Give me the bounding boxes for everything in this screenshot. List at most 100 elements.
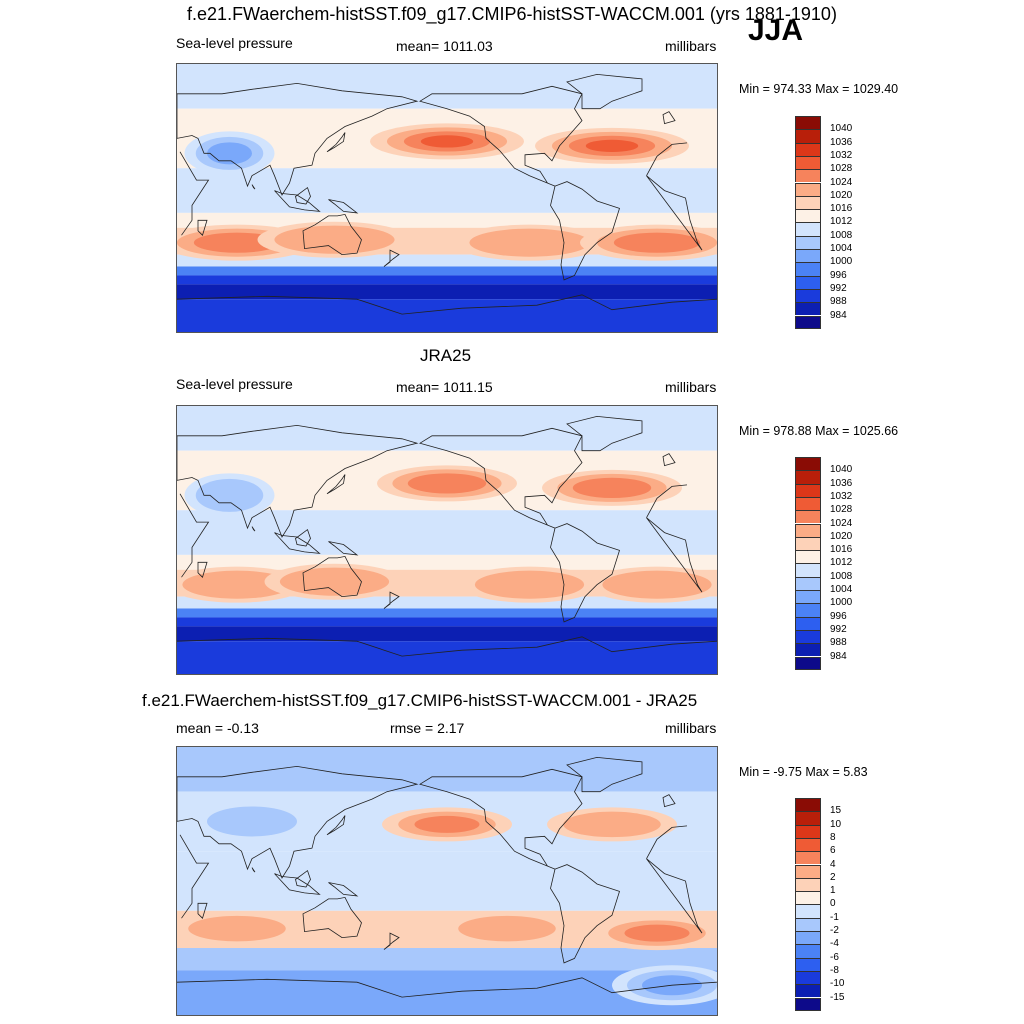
zonal-band	[177, 596, 717, 609]
panel3-units-label: millibars	[665, 720, 717, 736]
coastline-australia	[302, 213, 362, 256]
colorbar-tick-label: 1008	[830, 570, 853, 582]
colorbar-box	[795, 510, 821, 524]
colorbar-box	[795, 629, 821, 644]
coastline-newguinea	[328, 541, 359, 556]
colorbar-box	[795, 837, 821, 852]
colorbar-box	[795, 891, 821, 905]
panel2-colorbar: 1040 1036 1032 1028 1024 1020 1016 1012 1008 1004…	[795, 457, 852, 670]
coastline-africa	[179, 825, 703, 934]
panel2-map	[176, 405, 718, 675]
panel2-title: JRA25	[420, 346, 472, 365]
coastline-namerica	[419, 768, 583, 870]
colorbar-tick-label: 992	[830, 282, 847, 294]
pressure-low	[207, 142, 252, 165]
panel2-units-label: millibars	[665, 379, 717, 395]
coastline-india_sri	[251, 526, 256, 532]
panel1-minmax: Min = 974.33 Max = 1029.40	[739, 82, 899, 96]
coastline-madagascar	[197, 219, 208, 236]
zonal-band	[177, 168, 717, 213]
colorbar-box	[795, 970, 821, 985]
pressure-high	[469, 228, 590, 257]
pressure-high	[407, 473, 487, 494]
difference-positive	[188, 915, 286, 942]
coastline-greenland	[566, 756, 643, 793]
colorbar-tick-label: -2	[830, 925, 839, 936]
colorbar-tick-label: -15	[830, 991, 845, 1003]
colorbar-tick-label: 992	[830, 623, 847, 635]
colorbar-tick-label: 2	[830, 871, 836, 883]
figure-title: f.e21.FWaerchem-histSST.f09_g17.CMIP6-hi…	[187, 4, 837, 24]
colorbar-tick-label: -1	[830, 911, 839, 923]
coastline-nz	[383, 591, 400, 609]
colorbar-tick-label: 1004	[830, 584, 853, 595]
pressure-high	[474, 570, 585, 599]
zonal-band	[177, 626, 717, 642]
colorbar-tick-label: 0	[830, 898, 836, 910]
coastline-indonesia	[274, 190, 321, 212]
colorbar-box	[795, 643, 821, 657]
coastline-antarctica	[177, 294, 717, 315]
panel1-map	[176, 63, 718, 333]
colorbar-tick-label: 1012	[830, 557, 853, 569]
colorbar-tick-label: 1008	[830, 229, 853, 241]
colorbar-tick-label: 996	[830, 269, 847, 281]
colorbar-tick-label: 6	[830, 845, 836, 857]
pressure-high	[420, 135, 474, 148]
colorbar-tick-label: 1024	[830, 176, 853, 188]
panel1-colorbar: 1040 1036 1032 1028 1024 1020 1016 1012 1008 1004…	[795, 116, 852, 329]
coastline-eurasia	[177, 424, 419, 538]
pressure-high	[572, 477, 652, 498]
colorbar-tick-label: 1032	[830, 149, 853, 161]
colorbar-box	[795, 182, 821, 196]
difference-positive	[624, 924, 690, 942]
colorbar-box	[795, 523, 821, 537]
colorbar-box	[795, 944, 821, 958]
colorbar-tick-label: 1032	[830, 490, 853, 502]
panel3-map	[176, 746, 718, 1016]
colorbar-box	[795, 169, 821, 183]
coastline-greenland	[566, 415, 643, 452]
coastline-newguinea	[328, 199, 359, 214]
colorbar-tick-label: 988	[830, 637, 847, 649]
colorbar-tick-label: 1036	[830, 477, 853, 489]
zonal-band	[177, 747, 717, 792]
pressure-high	[613, 232, 701, 253]
zonal-band	[177, 299, 717, 332]
colorbar-tick-label: 4	[830, 858, 836, 870]
panel3-title: f.e21.FWaerchem-histSST.f09_g17.CMIP6-hi…	[142, 691, 698, 710]
colorbar-box	[795, 877, 821, 892]
panel1-mean-label: mean= 1011.03	[396, 38, 493, 54]
zonal-band	[177, 266, 717, 276]
coastline-uk	[662, 794, 676, 808]
coastline-borneo	[295, 869, 311, 888]
colorbar-tick-label: 1040	[830, 464, 853, 476]
season-label: JJA	[748, 14, 804, 47]
panel1-units-label: millibars	[665, 38, 717, 54]
colorbar-box	[795, 249, 821, 263]
colorbar-box	[795, 155, 821, 170]
panel1-map-svg	[177, 64, 717, 332]
coastline-indonesia	[274, 532, 321, 554]
coastline-japan	[326, 474, 346, 495]
colorbar-box	[795, 222, 821, 236]
pressure-high	[602, 570, 712, 599]
zonal-band	[177, 510, 717, 555]
difference-positive	[414, 815, 480, 833]
colorbar-box	[795, 288, 821, 303]
colorbar-box	[795, 851, 821, 865]
coastline-africa	[179, 142, 703, 251]
panel1-left-label: Sea-level pressure	[176, 35, 293, 51]
colorbar-box	[795, 798, 821, 812]
coastline-africa	[179, 484, 703, 593]
zonal-band	[177, 284, 717, 300]
coastline-nz	[383, 932, 400, 950]
panel3-minmax: Min = -9.75 Max = 5.83	[739, 765, 868, 779]
coastline-eurasia	[177, 82, 419, 196]
colorbar-box	[795, 603, 821, 617]
colorbar-tick-label: 984	[830, 309, 847, 321]
colorbar-tick-label: 1000	[830, 597, 853, 609]
colorbar-box	[795, 235, 821, 249]
colorbar-tick-label: -4	[830, 938, 839, 950]
pressure-high	[279, 567, 390, 596]
